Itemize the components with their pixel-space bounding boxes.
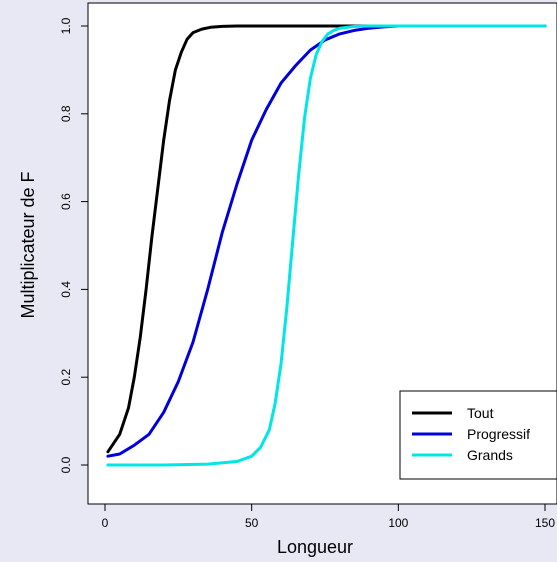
x-axis-title: Longueur (277, 537, 353, 557)
x-axis: 0 50 100 150 (102, 504, 555, 530)
y-tick-label: 0.6 (59, 193, 73, 210)
series-layer (106, 24, 547, 467)
x-tick-label: 150 (535, 516, 555, 530)
y-tick-label: 1.0 (59, 17, 73, 34)
x-tick-label: 0 (102, 516, 109, 530)
x-tick-label: 100 (388, 516, 408, 530)
legend-label-progressif: Progressif (467, 426, 530, 442)
legend-label-grands: Grands (467, 447, 513, 463)
legend-label-tout: Tout (467, 405, 494, 421)
y-tick-label: 0.0 (59, 456, 73, 473)
y-tick-label: 0.8 (59, 105, 73, 122)
series-line-tout (106, 24, 547, 454)
y-tick-label: 0.2 (59, 369, 73, 386)
series-line-grands (106, 24, 547, 467)
y-axis: 0.0 0.2 0.4 0.6 0.8 1.0 (59, 17, 88, 473)
legend: Tout Progressif Grands (399, 390, 557, 480)
y-axis-title: Multiplicateur de F (18, 171, 38, 318)
x-tick-label: 50 (245, 516, 259, 530)
y-tick-label: 0.4 (59, 281, 73, 298)
